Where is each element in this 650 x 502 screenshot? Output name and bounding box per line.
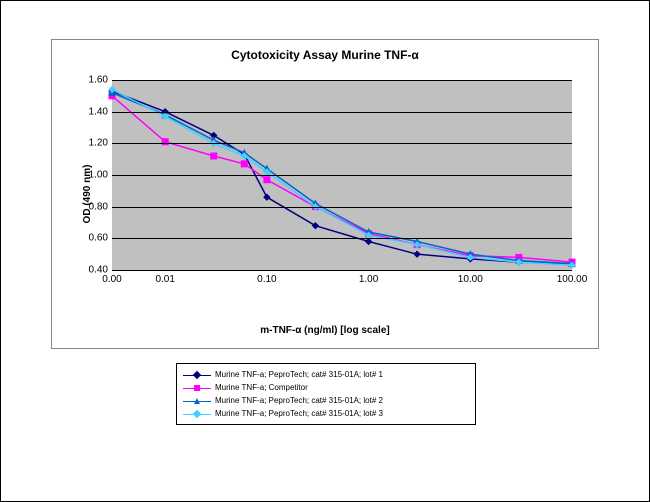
x-axis-label: m-TNF-α (ng/ml) [log scale] <box>52 325 598 336</box>
chart-frame: Cytotoxicity Assay Murine TNF-α OD (490 … <box>51 39 599 349</box>
legend-label: Murine TNF-a; PeproTech; cat# 315-01A; l… <box>215 407 383 420</box>
legend-swatch <box>183 409 211 419</box>
legend-label: Murine TNF-a; PeproTech; cat# 315-01A; l… <box>215 368 383 381</box>
legend-swatch <box>183 370 211 380</box>
x-tick-label: 0.00 <box>102 274 121 285</box>
y-tick-label: 0.80 <box>89 201 108 212</box>
page: Cytotoxicity Assay Murine TNF-α OD (490 … <box>0 0 650 502</box>
y-tick-label: 1.60 <box>89 75 108 86</box>
x-tick-label: 0.01 <box>155 274 174 285</box>
gridline-h <box>112 143 572 144</box>
legend-label: Murine TNF-a; Competitor <box>215 381 308 394</box>
y-tick-label: 0.60 <box>89 233 108 244</box>
y-tick-label: 1.40 <box>89 106 108 117</box>
legend-item: Murine TNF-a; Competitor <box>183 381 469 394</box>
x-tick-label: 0.10 <box>257 274 276 285</box>
series-marker <box>414 251 420 257</box>
legend-swatch <box>183 396 211 406</box>
series-marker <box>241 161 247 167</box>
gridline-h <box>112 175 572 176</box>
gridline-h <box>112 80 572 81</box>
legend-item: Murine TNF-a; PeproTech; cat# 315-01A; l… <box>183 407 469 420</box>
y-tick-label: 1.20 <box>89 138 108 149</box>
series-marker <box>264 177 270 183</box>
plot-area: 0.400.600.801.001.201.401.600.000.010.10… <box>112 80 572 270</box>
legend: Murine TNF-a; PeproTech; cat# 315-01A; l… <box>176 363 476 425</box>
legend-swatch <box>183 383 211 393</box>
series-line <box>112 96 572 262</box>
y-tick-label: 1.00 <box>89 170 108 181</box>
x-tick-label: 10.00 <box>458 274 483 285</box>
x-tick-label: 1.00 <box>359 274 378 285</box>
gridline-h <box>112 112 572 113</box>
gridline-h <box>112 207 572 208</box>
x-tick-label: 100.00 <box>557 274 588 285</box>
gridline-h <box>112 270 572 271</box>
legend-label: Murine TNF-a; PeproTech; cat# 315-01A; l… <box>215 394 383 407</box>
series-marker <box>366 239 372 245</box>
chart-title: Cytotoxicity Assay Murine TNF-α <box>52 48 598 62</box>
legend-item: Murine TNF-a; PeproTech; cat# 315-01A; l… <box>183 394 469 407</box>
legend-item: Murine TNF-a; PeproTech; cat# 315-01A; l… <box>183 368 469 381</box>
series-marker <box>211 153 217 159</box>
gridline-h <box>112 238 572 239</box>
